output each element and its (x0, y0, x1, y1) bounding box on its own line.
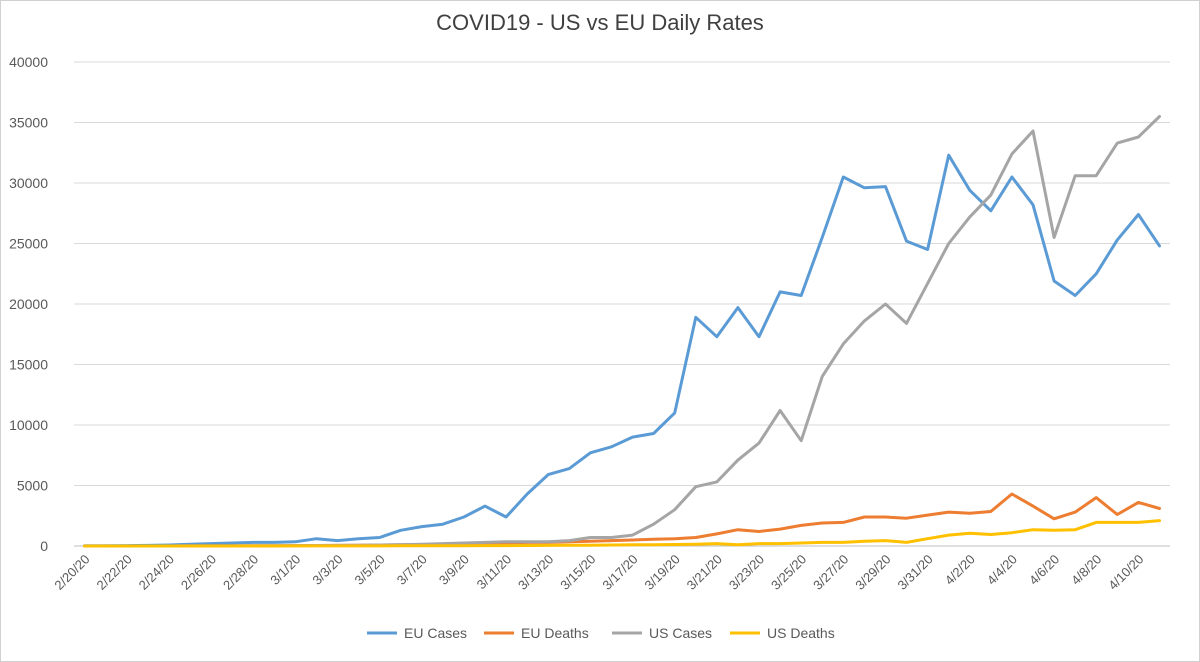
x-tick-label: 4/10/20 (1105, 552, 1146, 593)
y-tick-label: 5000 (17, 478, 48, 494)
x-tick-label: 4/4/20 (984, 552, 1020, 588)
legend-label: EU Deaths (521, 625, 589, 641)
x-tick-label: 3/11/20 (474, 552, 515, 593)
x-tick-label: 4/6/20 (1026, 552, 1062, 588)
legend-label: US Cases (649, 625, 712, 641)
x-tick-label: 2/24/20 (136, 552, 177, 593)
x-tick-label: 4/8/20 (1068, 552, 1104, 588)
x-axis-ticks: 2/20/20 2/22/20 2/24/20 2/26/20 2/28/20 3/1/2… (51, 552, 1146, 593)
x-tick-label: 3/13/20 (515, 552, 556, 593)
series-lines (83, 115, 1161, 548)
y-tick-label: 0 (40, 538, 48, 554)
legend-item: US Deaths (730, 625, 835, 641)
x-tick-label: 3/27/20 (810, 552, 851, 593)
x-tick-label: 3/3/20 (309, 552, 345, 588)
series-line-eu-cases (83, 153, 1161, 548)
x-tick-label: 3/21/20 (684, 552, 725, 593)
gridlines (74, 61, 1170, 486)
x-tick-label: 3/25/20 (768, 552, 809, 593)
legend-item: EU Cases (367, 625, 467, 641)
legend-label: US Deaths (767, 625, 835, 641)
y-tick-label: 35000 (9, 115, 48, 131)
x-tick-label: 4/2/20 (942, 552, 978, 588)
x-tick-label: 3/29/20 (852, 552, 893, 593)
legend: EU Cases EU Deaths US Cases US Deaths (367, 625, 835, 641)
y-tick-label: 30000 (9, 175, 48, 191)
y-tick-label: 20000 (9, 296, 48, 312)
x-tick-label: 3/7/20 (394, 552, 430, 588)
x-tick-label: 3/17/20 (599, 552, 640, 593)
y-axis-ticks: 0 5000 10000 15000 20000 25000 30000 35000 40000 (9, 54, 48, 554)
y-tick-label: 40000 (9, 54, 48, 70)
series-line-us-cases (83, 115, 1161, 548)
x-tick-label: 3/15/20 (557, 552, 598, 593)
legend-item: EU Deaths (484, 625, 589, 641)
legend-item: US Cases (612, 625, 712, 641)
series-line-us-deaths (83, 519, 1161, 548)
legend-label: EU Cases (404, 625, 467, 641)
series-line-eu-deaths (83, 492, 1161, 548)
x-tick-label: 3/31/20 (894, 552, 935, 593)
y-tick-label: 10000 (9, 417, 48, 433)
x-tick-label: 2/28/20 (220, 552, 261, 593)
x-tick-label: 2/26/20 (178, 552, 219, 593)
x-tick-label: 3/9/20 (436, 552, 472, 588)
x-tick-label: 3/19/20 (642, 552, 683, 593)
y-tick-label: 25000 (9, 236, 48, 252)
x-tick-label: 2/22/20 (94, 552, 135, 593)
chart-title: COVID19 - US vs EU Daily Rates (436, 10, 764, 35)
x-tick-label: 2/20/20 (51, 552, 92, 593)
x-tick-label: 3/1/20 (267, 552, 303, 588)
y-tick-label: 15000 (9, 357, 48, 373)
x-tick-label: 3/23/20 (726, 552, 767, 593)
x-tick-label: 3/5/20 (352, 552, 388, 588)
